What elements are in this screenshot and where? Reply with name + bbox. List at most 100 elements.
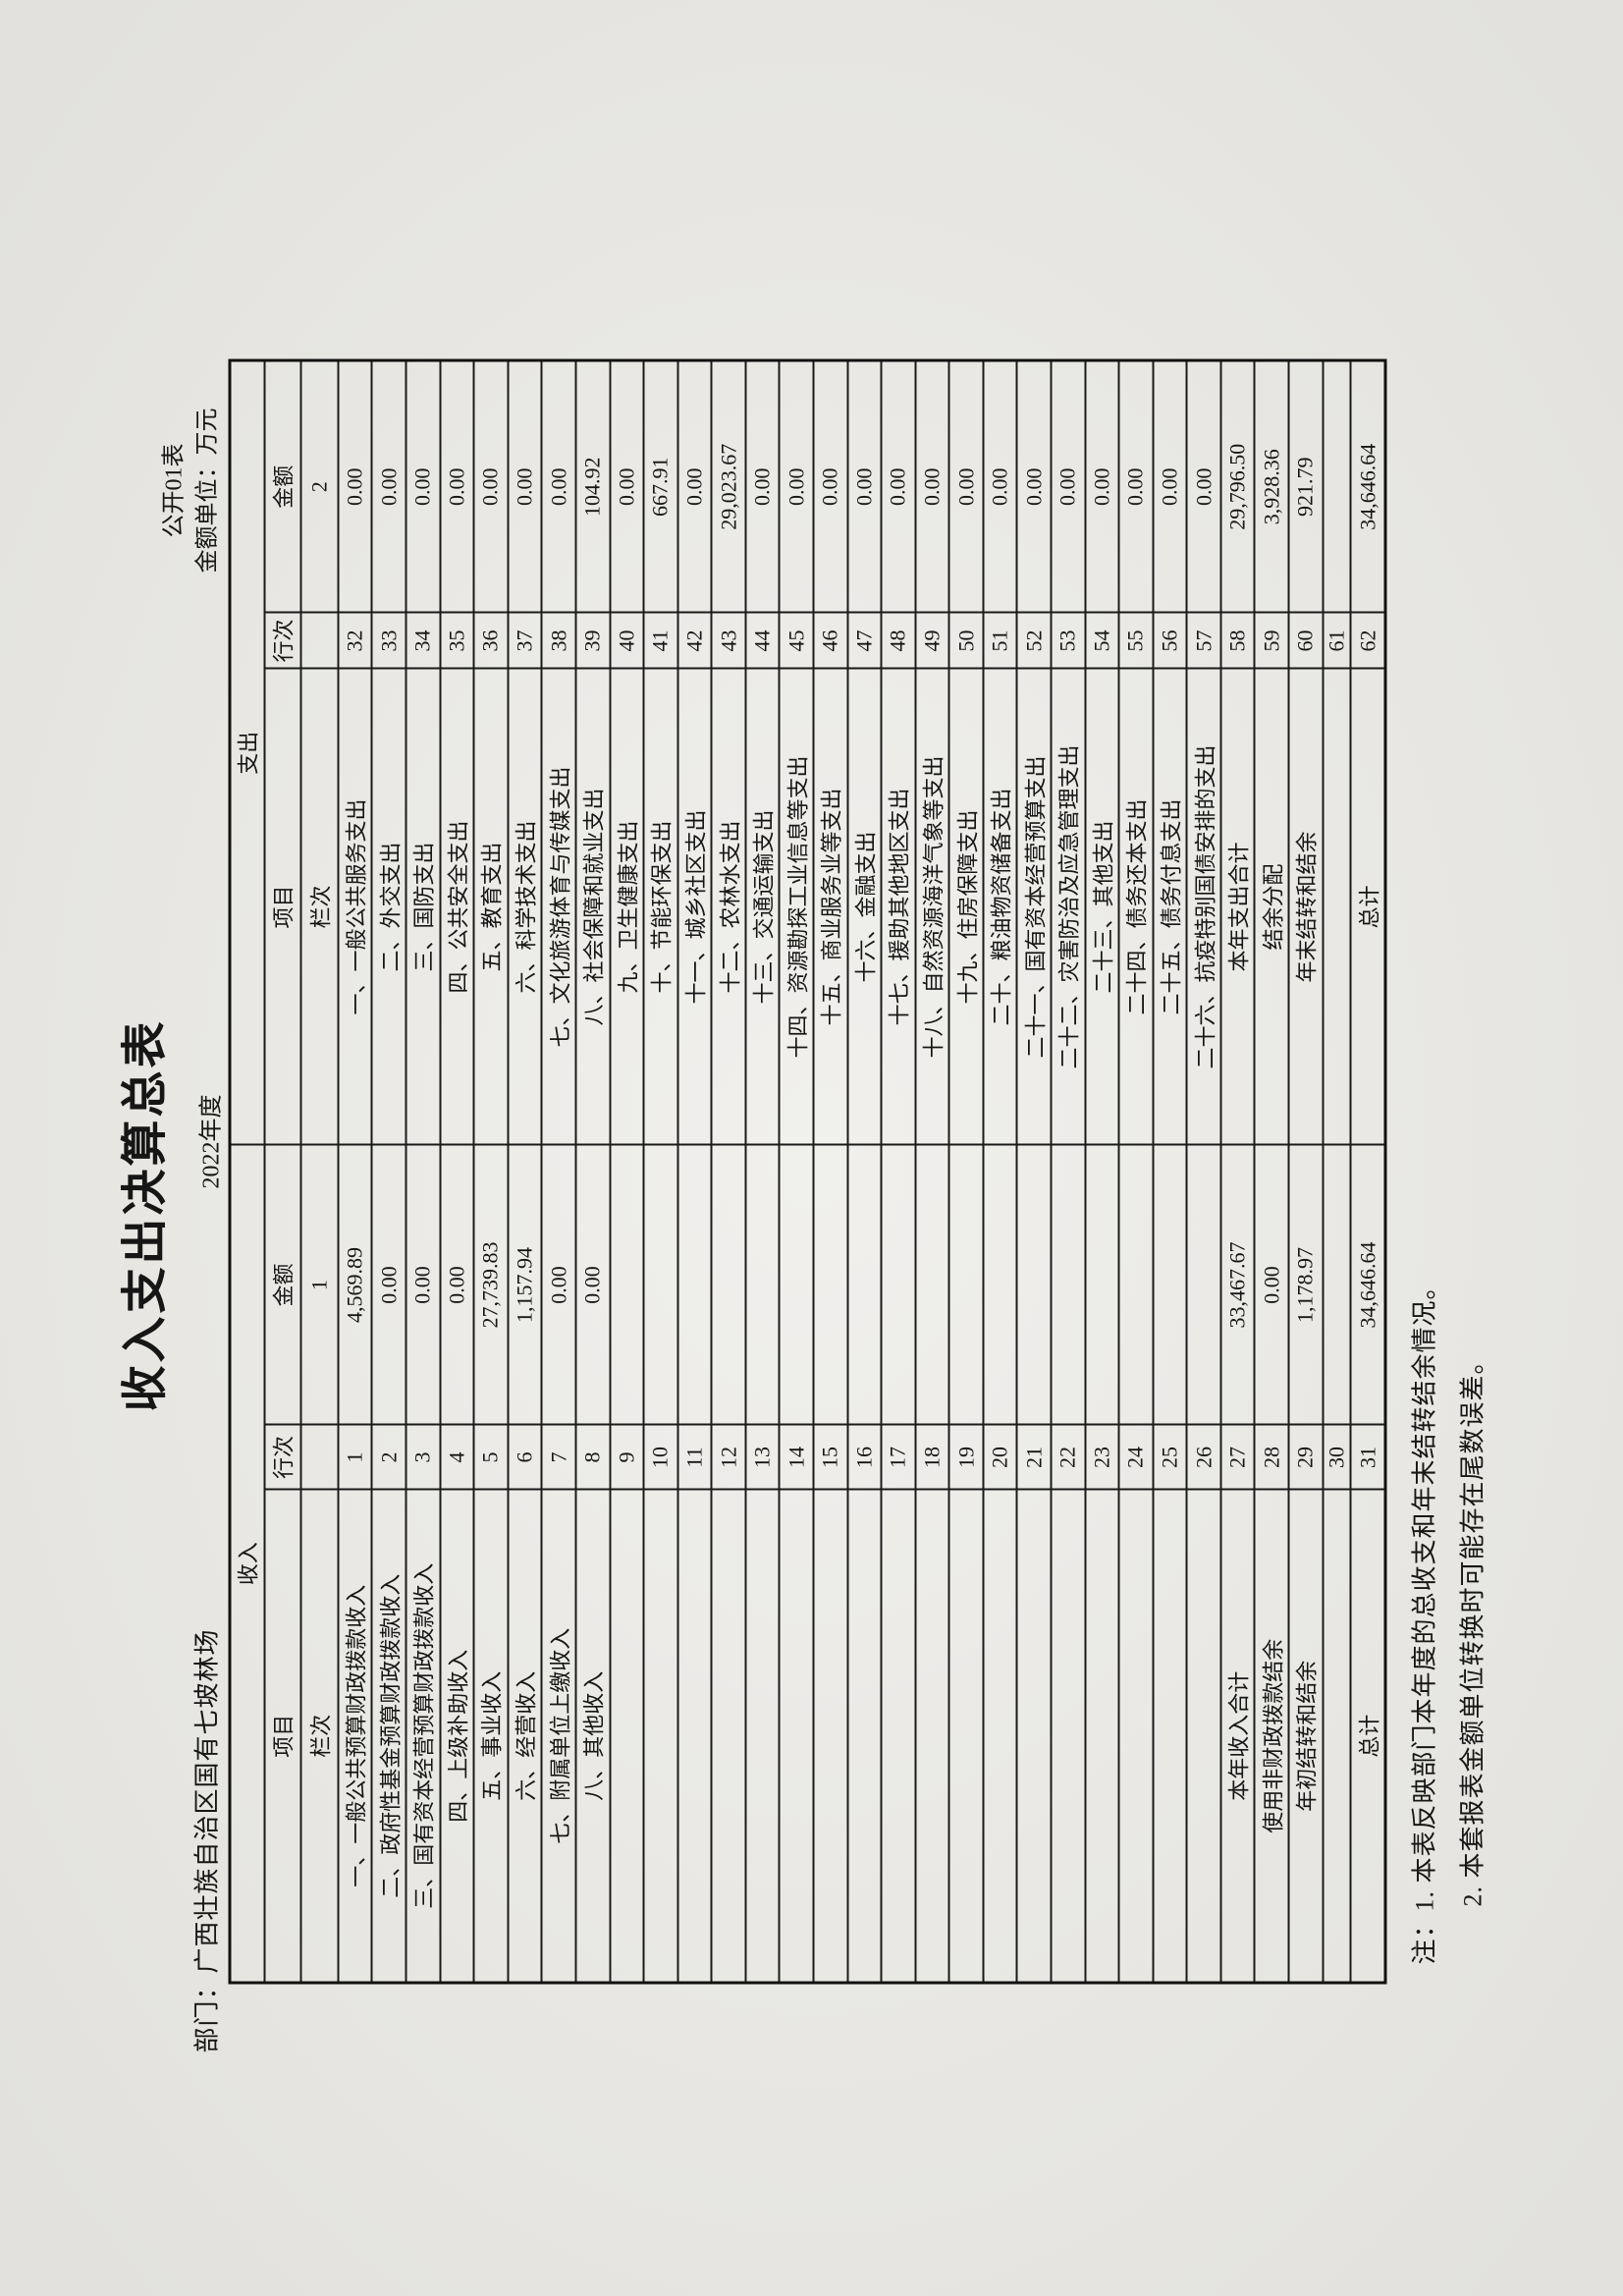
expenditure-amount-cell: 0.00 bbox=[371, 359, 406, 613]
revenue-row-no-cell: 17 bbox=[881, 1424, 915, 1490]
table-row: 17 十七、援助其他地区支出 48 0.00 bbox=[881, 359, 915, 1983]
revenue-item-cell bbox=[914, 1489, 949, 1983]
expenditure-item-cell: 年末结转和结余 bbox=[1288, 668, 1323, 1145]
revenue-amount-cell: 0.00 bbox=[371, 1144, 406, 1425]
revenue-row-no-cell: 29 bbox=[1288, 1424, 1323, 1490]
department-label: 部门：广西壮族自治区国有七坡林场 bbox=[192, 1627, 221, 2052]
table-row: 16 十六、金融支出 47 0.00 bbox=[846, 359, 882, 1983]
table-row: 13 十三、交通运输支出 44 0.00 bbox=[744, 359, 780, 1983]
expenditure-item-cell: 五、教育支出 bbox=[473, 668, 508, 1145]
table-row: 14 十四、资源勘探工业信息等支出 45 0.00 bbox=[779, 359, 813, 1983]
expenditure-item-cell: 三、国防支出 bbox=[406, 668, 440, 1145]
table-row: 9 九、卫生健康支出 40 0.00 bbox=[609, 359, 644, 1983]
revenue-amount-cell bbox=[881, 1144, 915, 1425]
expenditure-item-cell: 十七、援助其他地区支出 bbox=[881, 668, 915, 1145]
expenditure-row-no-cell: 44 bbox=[744, 612, 780, 669]
revenue-amount-cell: 1,178.97 bbox=[1288, 1144, 1323, 1425]
revenue-row-no-cell: 11 bbox=[676, 1424, 712, 1490]
table-row: 20 二十、粮油物资储备支出 51 0.00 bbox=[982, 359, 1017, 1983]
revenue-item-cell bbox=[846, 1489, 882, 1983]
budget-final-accounts-table: 收入 支出 项目 行次 金额 项目 行次 金额 栏次 1 栏次 bbox=[228, 357, 1386, 1984]
column-index-row: 栏次 1 栏次 2 bbox=[300, 359, 338, 1983]
table-row: 19 十九、住房保障支出 50 0.00 bbox=[948, 359, 983, 1983]
table-code-block: 公开01表 金额单位：万元 bbox=[157, 386, 224, 594]
revenue-row-no-cell: 31 bbox=[1350, 1424, 1385, 1490]
revenue-row-no-cell: 3 bbox=[406, 1424, 440, 1490]
table-row: 七、附属单位上缴收入 7 0.00 七、文化旅游体育与传媒支出 38 0.00 bbox=[541, 359, 575, 1983]
revenue-amount-cell bbox=[846, 1144, 882, 1425]
expenditure-colindex-label: 栏次 bbox=[300, 668, 338, 1145]
expenditure-row-no-cell: 55 bbox=[1118, 612, 1153, 669]
expenditure-amount-cell: 0.00 bbox=[337, 359, 372, 613]
expenditure-row-no-cell: 53 bbox=[1051, 612, 1085, 669]
expenditure-row-no-cell: 38 bbox=[541, 612, 575, 669]
note-line-1: 注：1. 本表反映部门本年度的总收支和年末结转结余情况。 bbox=[1410, 1272, 1438, 1964]
expenditure-item-cell: 二十一、国有资本经营预算支出 bbox=[1016, 668, 1052, 1145]
expenditure-item-cell: 二、外交支出 bbox=[371, 668, 406, 1145]
table-row: 使用非财政拨款结余 28 0.00 结余分配 59 3,928.36 bbox=[1254, 359, 1289, 1983]
expenditure-amount-cell: 0.00 bbox=[1118, 359, 1153, 613]
fiscal-year-label: 2022年度 bbox=[198, 1094, 224, 1188]
expenditure-amount-header: 金额 bbox=[263, 359, 301, 613]
expenditure-row-no-cell: 60 bbox=[1288, 612, 1323, 669]
revenue-item-cell bbox=[1084, 1489, 1119, 1983]
table-row: 本年收入合计 27 33,467.67 本年支出合计 58 29,796.50 bbox=[1219, 359, 1255, 1983]
section-header-row: 收入 支出 bbox=[229, 359, 264, 1983]
revenue-item-cell bbox=[676, 1489, 712, 1983]
revenue-amount-cell: 0.00 bbox=[574, 1144, 610, 1425]
revenue-item-cell bbox=[643, 1489, 677, 1983]
table-row: 一、一般公共预算财政拨款收入 1 4,569.89 一、一般公共服务支出 32 0.00 bbox=[337, 359, 372, 1983]
expenditure-row-no-cell: 54 bbox=[1084, 612, 1119, 669]
expenditure-item-cell: 一、一般公共服务支出 bbox=[337, 668, 372, 1145]
revenue-row-no-cell: 5 bbox=[473, 1424, 508, 1490]
table-row: 22 二十二、灾害防治及应急管理支出 53 0.00 bbox=[1051, 359, 1085, 1983]
table-code: 公开01表 bbox=[161, 443, 187, 537]
revenue-row-no-cell: 23 bbox=[1084, 1424, 1119, 1490]
revenue-item-cell: 四、上级补助收入 bbox=[439, 1489, 474, 1983]
revenue-item-cell bbox=[1016, 1489, 1052, 1983]
revenue-amount-cell: 33,467.67 bbox=[1219, 1144, 1255, 1425]
expenditure-item-cell: 总计 bbox=[1350, 668, 1385, 1145]
expenditure-amount-cell: 29,796.50 bbox=[1219, 359, 1255, 613]
revenue-row-no-cell: 28 bbox=[1254, 1424, 1289, 1490]
expenditure-row-no-cell: 57 bbox=[1186, 612, 1220, 669]
revenue-amount-cell bbox=[779, 1144, 813, 1425]
expenditure-amount-cell: 0.00 bbox=[1186, 359, 1220, 613]
table-row: 总计 31 34,646.64 总计 62 34,646.64 bbox=[1350, 359, 1385, 1983]
revenue-row-no-cell: 7 bbox=[541, 1424, 575, 1490]
revenue-amount-cell: 27,739.83 bbox=[473, 1144, 508, 1425]
expenditure-row-no-cell: 46 bbox=[812, 612, 847, 669]
expenditure-item-cell: 六、科学技术支出 bbox=[507, 668, 542, 1145]
revenue-amount-cell bbox=[609, 1144, 644, 1425]
table-header-rows: 收入 支出 项目 行次 金额 项目 行次 金额 栏次 1 栏次 bbox=[229, 359, 338, 1983]
revenue-item-cell: 八、其他收入 bbox=[574, 1489, 610, 1983]
revenue-amount-cell: 34,646.64 bbox=[1350, 1144, 1385, 1425]
expenditure-item-cell: 十八、自然资源海洋气象等支出 bbox=[914, 668, 949, 1145]
table-row: 25 二十五、债务付息支出 56 0.00 bbox=[1152, 359, 1187, 1983]
revenue-row-no-cell: 30 bbox=[1322, 1424, 1351, 1490]
revenue-row-no-cell: 26 bbox=[1186, 1424, 1220, 1490]
revenue-amount-cell bbox=[1186, 1144, 1220, 1425]
revenue-row-no-cell: 6 bbox=[507, 1424, 542, 1490]
revenue-amount-cell bbox=[744, 1144, 780, 1425]
revenue-row-no-cell: 18 bbox=[914, 1424, 949, 1490]
table-row: 24 二十四、债务还本支出 55 0.00 bbox=[1118, 359, 1153, 1983]
revenue-item-cell bbox=[1051, 1489, 1085, 1983]
expenditure-row-no-cell: 33 bbox=[371, 612, 406, 669]
expenditure-row-no-cell: 61 bbox=[1322, 612, 1351, 669]
expenditure-item-cell: 二十、粮油物资储备支出 bbox=[982, 668, 1017, 1145]
revenue-row-no-cell: 20 bbox=[982, 1424, 1017, 1490]
expenditure-amount-cell bbox=[1322, 359, 1351, 613]
revenue-amount-cell bbox=[812, 1144, 847, 1425]
revenue-amount-cell bbox=[1152, 1144, 1187, 1425]
expenditure-item-cell: 十五、商业服务业等支出 bbox=[812, 668, 847, 1145]
table-row: 15 十五、商业服务业等支出 46 0.00 bbox=[812, 359, 847, 1983]
revenue-item-cell bbox=[1322, 1489, 1351, 1983]
expenditure-item-cell: 本年支出合计 bbox=[1219, 668, 1255, 1145]
revenue-amount-cell bbox=[1322, 1144, 1351, 1425]
expenditure-row-no-cell: 51 bbox=[982, 612, 1017, 669]
expenditure-amount-cell: 0.00 bbox=[473, 359, 508, 613]
expenditure-amount-cell: 0.00 bbox=[881, 359, 915, 613]
revenue-item-cell bbox=[1118, 1489, 1153, 1983]
expenditure-section-header: 支出 bbox=[229, 359, 264, 1145]
